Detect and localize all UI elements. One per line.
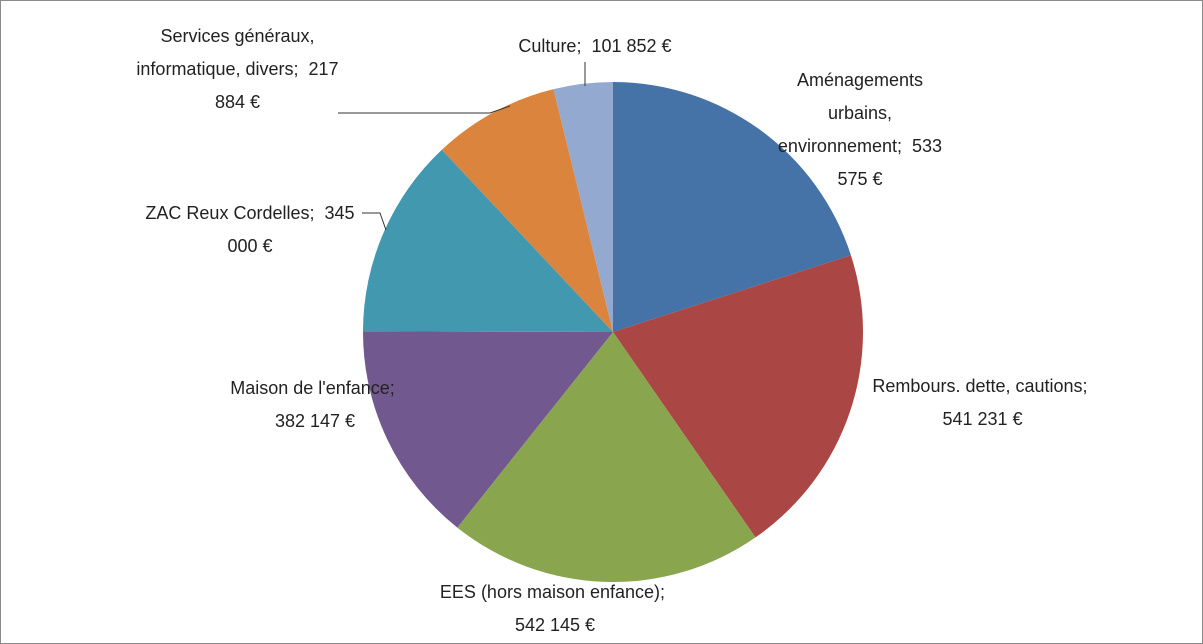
data-label: Aménagements urbains, environnement; 533… bbox=[765, 64, 955, 196]
pie-slice bbox=[553, 82, 613, 332]
leader-line bbox=[362, 212, 387, 231]
label-separator: ; bbox=[293, 59, 299, 79]
pie-slice bbox=[613, 82, 851, 332]
value-label: 533 575 € bbox=[837, 136, 943, 189]
label-separator: ; bbox=[897, 136, 903, 156]
pie-slice bbox=[613, 255, 864, 538]
value-label: 217 884 € bbox=[214, 59, 339, 112]
category-name: EES (hors maison enfance) bbox=[439, 582, 661, 602]
value-label: 345 000 € bbox=[227, 203, 355, 256]
value-label: 382 147 € bbox=[274, 411, 356, 431]
category-name: Aménagements urbains, environnement bbox=[777, 70, 924, 156]
pie-slice bbox=[441, 89, 613, 332]
label-separator: ; bbox=[1082, 376, 1088, 396]
label-separator: ; bbox=[309, 203, 315, 223]
data-label: Culture; 101 852 € bbox=[480, 30, 710, 63]
pie-slice bbox=[363, 149, 613, 332]
data-label: ZAC Reux Cordelles; 345 000 € bbox=[130, 197, 370, 263]
label-separator: ; bbox=[660, 582, 666, 602]
category-name: Services généraux, informatique, divers bbox=[136, 26, 315, 79]
label-separator: ; bbox=[576, 36, 582, 56]
pie-slice bbox=[457, 332, 756, 582]
value-label: 101 852 € bbox=[591, 36, 672, 56]
category-name: Rembours. dette, cautions bbox=[872, 376, 1083, 396]
category-name: ZAC Reux Cordelles bbox=[145, 203, 310, 223]
data-label: Maison de l'enfance; 382 147 € bbox=[230, 372, 400, 438]
category-name: Culture bbox=[518, 36, 577, 56]
leader-line bbox=[338, 105, 511, 114]
value-label: 541 231 € bbox=[942, 409, 1023, 429]
label-separator: ; bbox=[389, 378, 395, 398]
data-label: Rembours. dette, cautions; 541 231 € bbox=[870, 370, 1095, 436]
pie-slice bbox=[363, 331, 613, 528]
data-label: EES (hors maison enfance); 542 145 € bbox=[430, 576, 680, 642]
value-label: 542 145 € bbox=[514, 615, 596, 635]
category-name: Maison de l'enfance bbox=[230, 378, 390, 398]
data-label: Services généraux, informatique, divers;… bbox=[125, 20, 350, 119]
